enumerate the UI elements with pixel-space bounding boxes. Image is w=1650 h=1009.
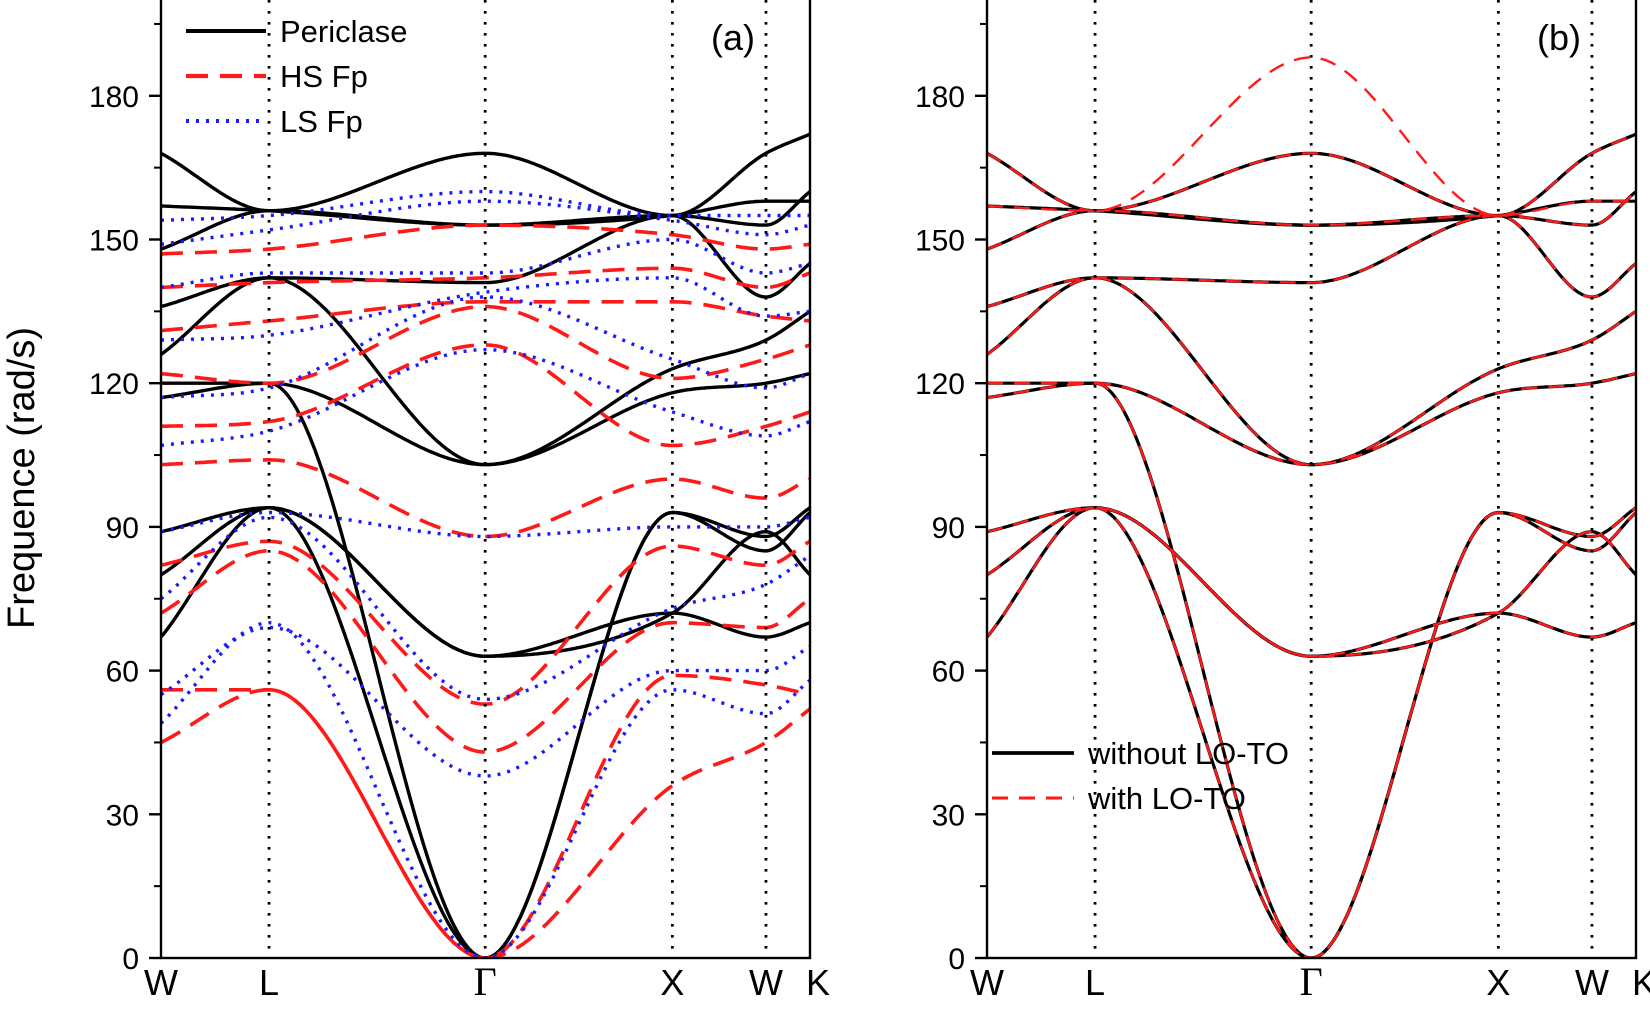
hs-fp-band-5 [161,458,810,539]
with-lo-to-band-4 [987,382,1636,958]
axes-frame [159,0,812,960]
panel-tag: (b) [1537,17,1581,58]
legend-label: LS Fp [280,104,363,139]
legend-item-with-lo-to: with LO-TO [992,781,1246,816]
panel-tag: (a) [711,17,755,58]
series-periclase-a [161,132,810,958]
legend-a: Periclase HS Fp LS Fp [186,14,408,139]
legend-item-periclase: Periclase [186,14,408,49]
y-tick-label: 30 [106,799,139,832]
periclase-band-7 [161,213,810,309]
y-tick-label: 120 [915,368,965,401]
series-hs-fp-a [161,223,810,958]
axes-frame [985,0,1638,960]
y-tick-label: 60 [106,656,139,689]
hs-fp-band-3 [161,549,810,754]
without-lo-to-band-7 [987,214,1636,309]
kpoint-label-x: X [1486,962,1510,1003]
y-tick-label: 180 [915,81,965,114]
legend-label: Periclase [280,14,408,49]
kpoint-label-x: X [660,962,684,1003]
hs-fp-band-1 [161,688,810,958]
kpoint-label-k: K [1632,962,1650,1003]
y-axis-label: Frequence (rad/s) [1,327,43,629]
band-lines-b [987,56,1636,958]
series-without-lo-to-b [987,132,1636,958]
legend-item-without-lo-to: without LO-TO [992,736,1289,771]
hs-fp-band-6 [161,343,810,448]
without-lo-to-band-6 [987,276,1636,467]
y-tick-label: 90 [932,512,965,545]
legend-b: without LO-TO with LO-TO [992,736,1289,816]
y-tick-label: 150 [89,225,139,258]
without-lo-to-band-4 [987,381,1636,958]
kpoint-label-l: L [1085,962,1105,1003]
ls-fp-band-1 [161,621,810,958]
kpoint-label-gamma: Γ [1300,959,1323,1004]
with-lo-to-band-2 [987,506,1636,658]
kpoint-label-gamma: Γ [474,959,497,1004]
legend-item-hs-fp: HS Fp [186,59,368,94]
kpoint-label-w: W [970,962,1004,1003]
hs-fp-band-9 [161,266,810,290]
y-tick-label: 0 [948,943,965,976]
y-tick-label: 120 [89,368,139,401]
ls-fp-band-4 [161,510,810,539]
y-tick-label: 90 [106,512,139,545]
kpoint-label-w: W [144,962,178,1003]
with-lo-to-band-7 [987,214,1636,308]
legend-label: with LO-TO [1087,781,1246,816]
hs-fp-band-10 [161,223,810,256]
legend-item-ls-fp: LS Fp [186,104,363,139]
with-lo-to-band-9 [987,152,1636,217]
periclase-band-10 [161,132,810,218]
series-ls-fp-a [161,189,810,958]
with-lo-to-band-5 [987,372,1636,466]
y-tick-label: 60 [932,656,965,689]
hs-fp-band-7 [161,304,810,385]
legend-label: HS Fp [280,59,368,94]
periclase-band-4 [161,381,810,958]
without-lo-to-band-10 [987,132,1636,218]
band-lines-a [161,132,810,958]
legend-label: without LO-TO [1087,736,1289,771]
y-tick-label: 150 [915,225,965,258]
y-tick-label: 180 [89,81,139,114]
y-tick-label: 0 [122,943,139,976]
with-lo-to-band-6 [987,276,1636,466]
with-lo-to-band-10 [987,56,1636,217]
ls-fp-band-5 [161,348,810,448]
kpoint-label-w: W [749,962,783,1003]
kpoint-label-w: W [1575,962,1609,1003]
kpoint-label-l: L [259,962,279,1003]
hs-fp-band-2 [161,673,810,958]
y-tick-label: 30 [932,799,965,832]
kpoint-label-k: K [806,962,830,1003]
